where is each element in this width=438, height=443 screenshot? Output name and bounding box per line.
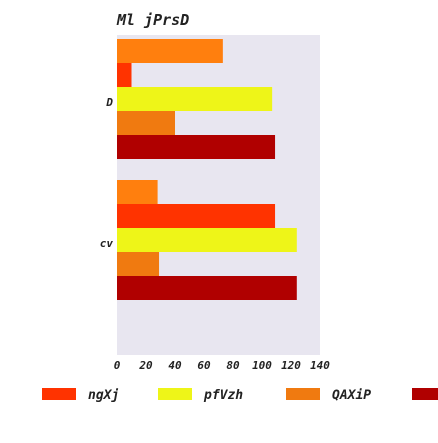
x-tick-label: 40: [168, 359, 182, 372]
category-labels: Dcv: [100, 96, 114, 250]
legend-label-pfVzh: pfVzh: [203, 388, 243, 403]
legend-swatch-QAXiP: [286, 388, 320, 400]
chart-title: Ml jPrsD: [116, 11, 189, 29]
x-tick-label: 120: [281, 359, 301, 372]
x-tick-label: 60: [197, 359, 211, 372]
bar-D-ngXj: [117, 63, 132, 87]
category-label-D: D: [105, 96, 113, 109]
bar-cv-ngXj: [117, 204, 276, 228]
bar-cv-QAXiP: [117, 252, 160, 276]
bar-cv-pfVzh: [117, 228, 297, 252]
x-tick-label: 80: [226, 359, 240, 372]
bar-D-g: [117, 39, 223, 63]
legend-label-QAXiP: QAXiP: [332, 388, 371, 403]
legend-swatch-pfVzh: [158, 388, 192, 400]
legend-swatch-series5: [412, 388, 438, 400]
legend: gngXjpfVzhQAXiP: [42, 388, 438, 403]
bar-cv-series5: [117, 276, 297, 300]
legend-swatch-ngXj: [42, 388, 76, 400]
x-tick-label: 0: [114, 359, 121, 372]
x-tick-label: 20: [138, 359, 153, 372]
x-tick-labels: 0 20 40 60 80 100 120 140: [114, 359, 331, 372]
bars-layer: [117, 39, 297, 300]
bar-D-series5: [117, 135, 276, 159]
x-tick-label: 140: [310, 359, 330, 372]
x-tick-label: 100: [252, 359, 272, 372]
bar-D-pfVzh: [117, 87, 273, 111]
category-label-cv: cv: [100, 237, 114, 250]
legend-label-ngXj: ngXj: [88, 388, 119, 403]
bar-D-QAXiP: [117, 111, 175, 135]
bar-cv-g: [117, 180, 158, 204]
